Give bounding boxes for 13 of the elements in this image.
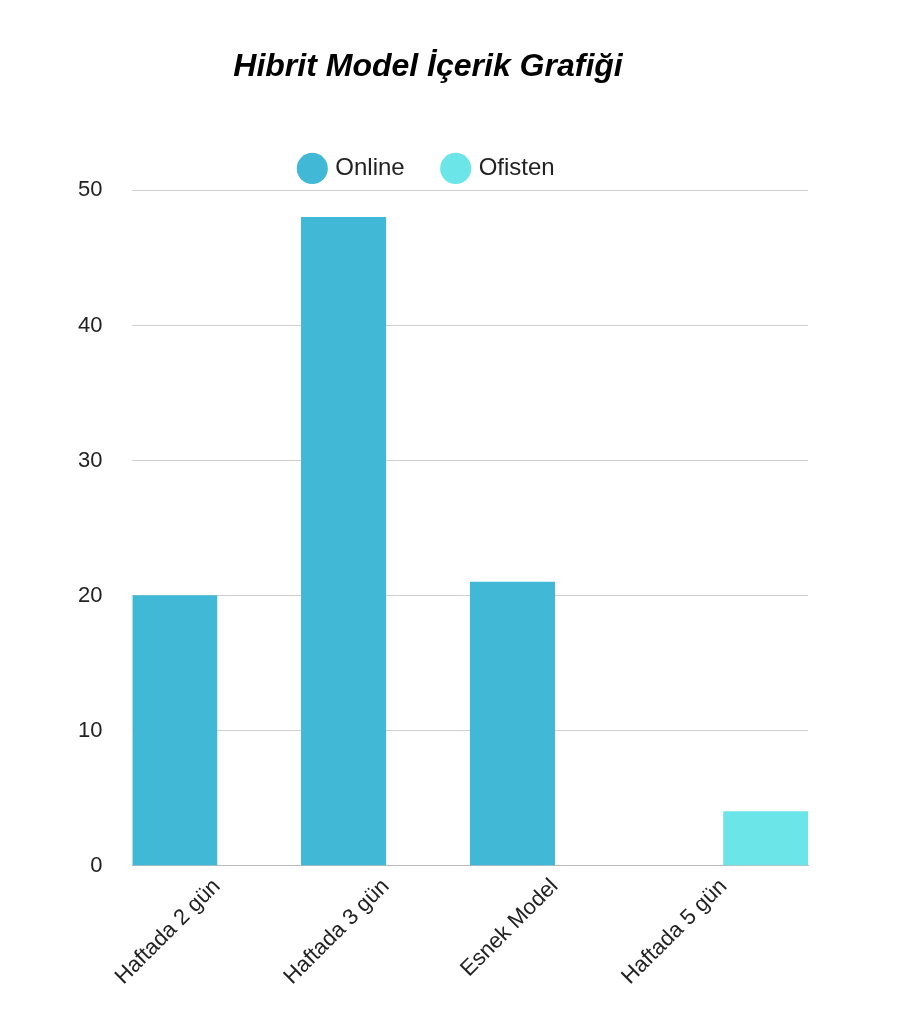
chart-title: Hibrit Model İçerik Grafiği <box>233 47 624 84</box>
y-tick-label: 30 <box>77 446 103 472</box>
y-tick-label: 40 <box>77 311 103 337</box>
y-tick-label: 0 <box>90 851 103 877</box>
y-tick-label: 20 <box>77 581 103 607</box>
bar <box>132 595 218 866</box>
bar <box>469 581 556 866</box>
bar <box>723 811 808 866</box>
y-tick-label: 50 <box>77 176 103 202</box>
legend-label: Ofisten <box>478 153 555 181</box>
legend-label: Online <box>335 153 405 181</box>
bar <box>301 217 387 866</box>
y-tick-label: 10 <box>77 716 103 742</box>
